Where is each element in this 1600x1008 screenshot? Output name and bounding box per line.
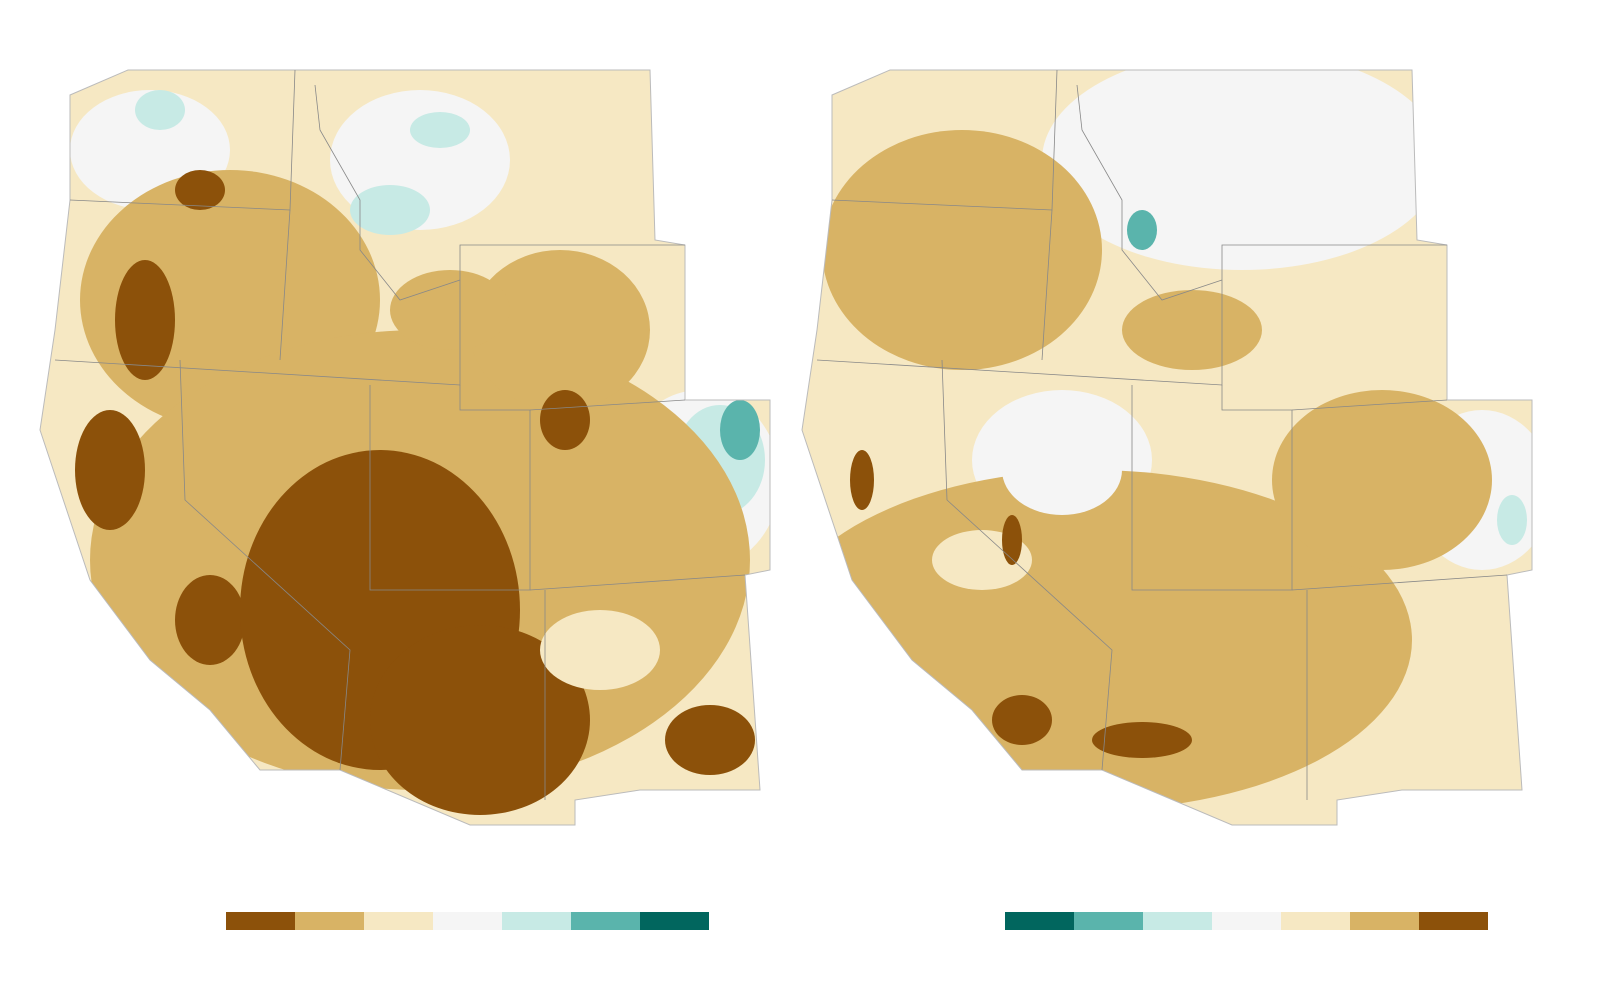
legend-swatch — [1212, 912, 1281, 930]
left-map — [39, 69, 771, 826]
left-legend — [226, 912, 709, 930]
legend-swatch — [295, 912, 364, 930]
legend-swatch — [364, 912, 433, 930]
legend-swatch — [640, 912, 709, 930]
legend-swatch — [226, 912, 295, 930]
legend-swatch — [502, 912, 571, 930]
state-borders — [816, 69, 1508, 800]
legend-swatch — [1419, 912, 1488, 930]
state-borders — [54, 69, 746, 800]
legend-swatch — [571, 912, 640, 930]
legend-swatch — [1281, 912, 1350, 930]
legend-swatch — [1143, 912, 1212, 930]
legend-swatch — [433, 912, 502, 930]
right-legend — [1005, 912, 1488, 930]
legend-swatch — [1074, 912, 1143, 930]
right-map — [801, 69, 1533, 826]
legend-swatch — [1005, 912, 1074, 930]
legend-swatch — [1350, 912, 1419, 930]
